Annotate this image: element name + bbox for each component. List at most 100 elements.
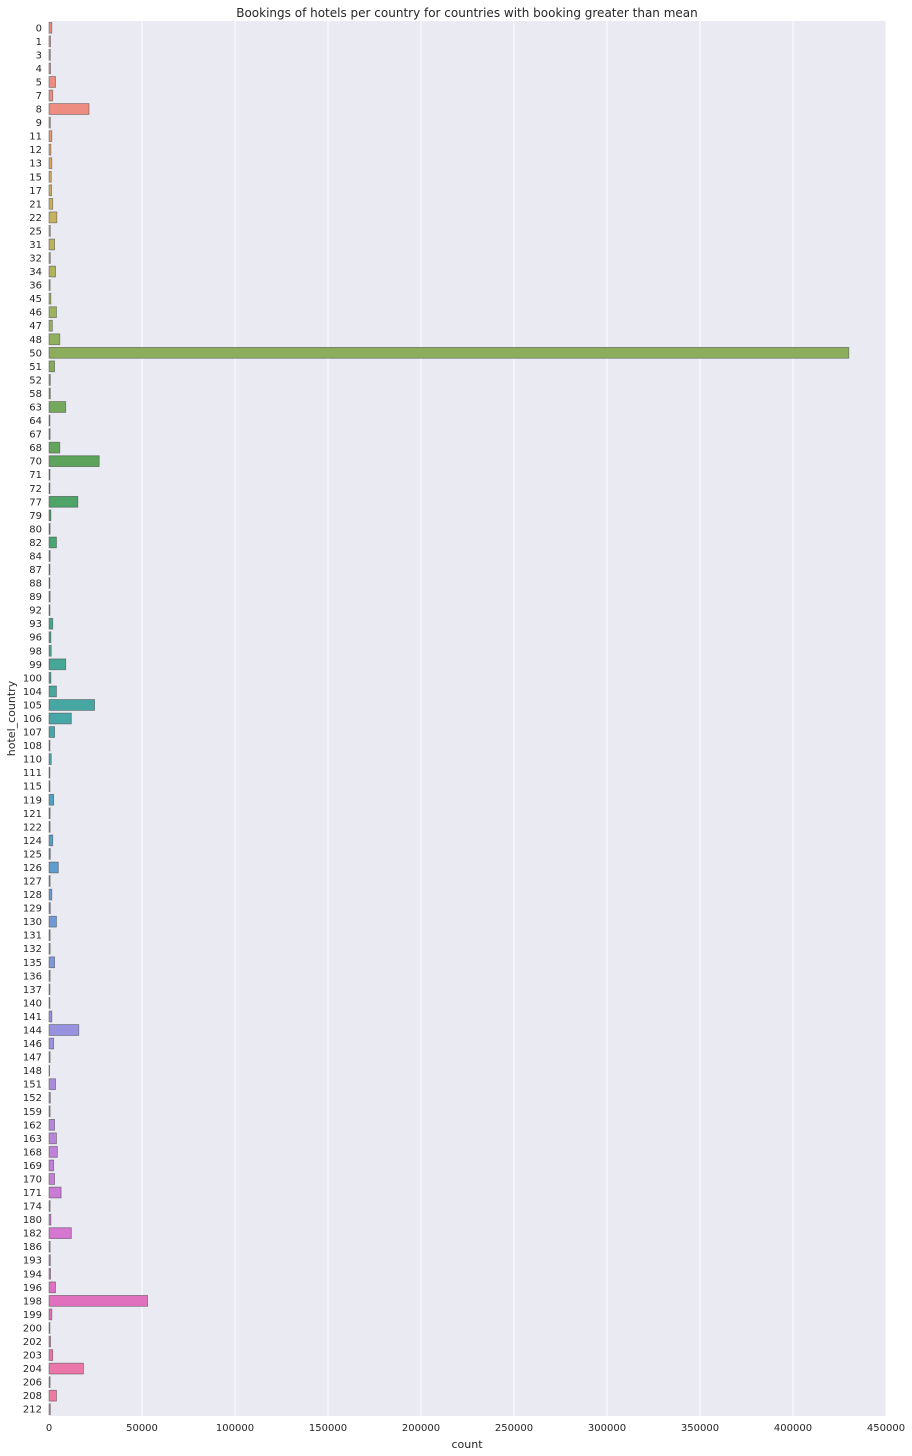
- x-axis-label: count: [451, 1438, 483, 1451]
- y-tick-label: 135: [23, 958, 42, 969]
- y-tick-label: 13: [29, 159, 42, 170]
- y-tick-label: 1: [36, 37, 42, 48]
- y-tick-label: 125: [23, 849, 42, 860]
- y-tick-label: 105: [23, 700, 42, 711]
- y-tick-label: 174: [23, 1202, 42, 1213]
- y-tick-label: 202: [23, 1337, 42, 1348]
- y-tick-label: 96: [29, 633, 42, 644]
- bar: [48, 699, 95, 711]
- y-tick-label: 32: [29, 254, 42, 265]
- bar: [48, 1105, 51, 1118]
- bar: [48, 1267, 51, 1280]
- bar: [48, 1389, 57, 1402]
- bar: [48, 780, 51, 793]
- y-tick-label: 198: [23, 1296, 42, 1307]
- bar: [48, 35, 51, 48]
- bar: [48, 441, 61, 454]
- bar: [48, 523, 51, 535]
- bar: [48, 861, 59, 874]
- y-tick-label: 180: [23, 1215, 42, 1226]
- y-tick-label: 52: [29, 375, 42, 386]
- x-tick-label: 300000: [588, 1423, 626, 1434]
- y-tick-label: 47: [29, 321, 42, 332]
- bar: [48, 1227, 72, 1239]
- y-tick-label: 4: [36, 64, 42, 75]
- bar: [48, 374, 51, 386]
- bar: [48, 888, 53, 901]
- bar: [48, 1281, 56, 1294]
- bar: [48, 170, 52, 183]
- bar: [48, 76, 56, 88]
- bar: [48, 766, 51, 779]
- bar: [48, 848, 51, 860]
- y-tick-label: 22: [29, 213, 42, 224]
- y-tick-label: 67: [29, 430, 42, 441]
- bar: [48, 658, 67, 671]
- bar: [48, 1037, 55, 1050]
- y-tick-label: 72: [29, 484, 42, 495]
- bar: [48, 143, 52, 156]
- bar: [48, 211, 58, 224]
- y-tick-label: 45: [29, 294, 42, 305]
- y-tick-label: 58: [29, 389, 42, 400]
- bar: [48, 577, 51, 589]
- bar: [48, 401, 67, 413]
- bar: [48, 672, 52, 684]
- bar: [48, 184, 53, 197]
- bar: [48, 387, 51, 400]
- y-tick-label: 87: [29, 565, 42, 576]
- bar: [48, 1051, 51, 1063]
- y-tick-label: 203: [23, 1351, 42, 1362]
- bar: [48, 116, 51, 129]
- y-tick-label: 200: [23, 1323, 42, 1334]
- y-tick-label: 163: [23, 1134, 42, 1145]
- bar: [48, 1159, 55, 1172]
- y-tick-label: 93: [29, 619, 42, 630]
- bar: [48, 1173, 55, 1185]
- y-tick-label: 196: [23, 1283, 42, 1294]
- y-tick-label: 122: [23, 822, 42, 833]
- bar: [48, 455, 100, 467]
- bar: [48, 89, 54, 102]
- bar: [48, 834, 54, 847]
- bar: [48, 279, 51, 291]
- bar: [48, 238, 55, 251]
- bar: [48, 360, 55, 373]
- bar: [48, 292, 52, 305]
- y-tick-label: 111: [23, 768, 42, 779]
- y-tick-label: 34: [29, 267, 42, 278]
- y-tick-label: 88: [29, 579, 42, 590]
- y-tick-label: 92: [29, 606, 42, 617]
- bar: [48, 753, 52, 765]
- bar: [48, 1240, 51, 1253]
- x-tick-label: 100000: [216, 1423, 254, 1434]
- y-tick-label: 3: [36, 50, 42, 61]
- y-tick-label: 159: [23, 1107, 42, 1118]
- bar: [48, 875, 51, 887]
- y-tick-label: 110: [23, 755, 42, 766]
- x-tick-label: 250000: [495, 1423, 533, 1434]
- y-tick-label: 50: [29, 348, 42, 359]
- y-tick-label: 0: [36, 23, 42, 34]
- bar: [48, 970, 51, 982]
- y-tick-label: 25: [29, 226, 42, 237]
- x-tick-label: 400000: [774, 1423, 812, 1434]
- bar: [48, 49, 51, 61]
- x-tick-label: 200000: [402, 1423, 440, 1434]
- y-tick-label: 144: [23, 1026, 42, 1037]
- y-tick-label: 132: [23, 944, 42, 955]
- bar: [48, 1322, 51, 1334]
- y-tick-label: 68: [29, 443, 42, 454]
- bar: [48, 509, 52, 522]
- bar: [48, 685, 57, 698]
- y-tick-label: 104: [23, 687, 42, 698]
- y-tick-label: 152: [23, 1093, 42, 1104]
- bar: [48, 495, 79, 508]
- y-tick-label: 137: [23, 985, 42, 996]
- x-tick-label: 0: [46, 1423, 52, 1434]
- y-tick-label: 151: [23, 1080, 42, 1091]
- y-tick-label: 17: [29, 186, 42, 197]
- y-tick-label: 8: [36, 105, 42, 116]
- bars-group: [48, 21, 850, 1416]
